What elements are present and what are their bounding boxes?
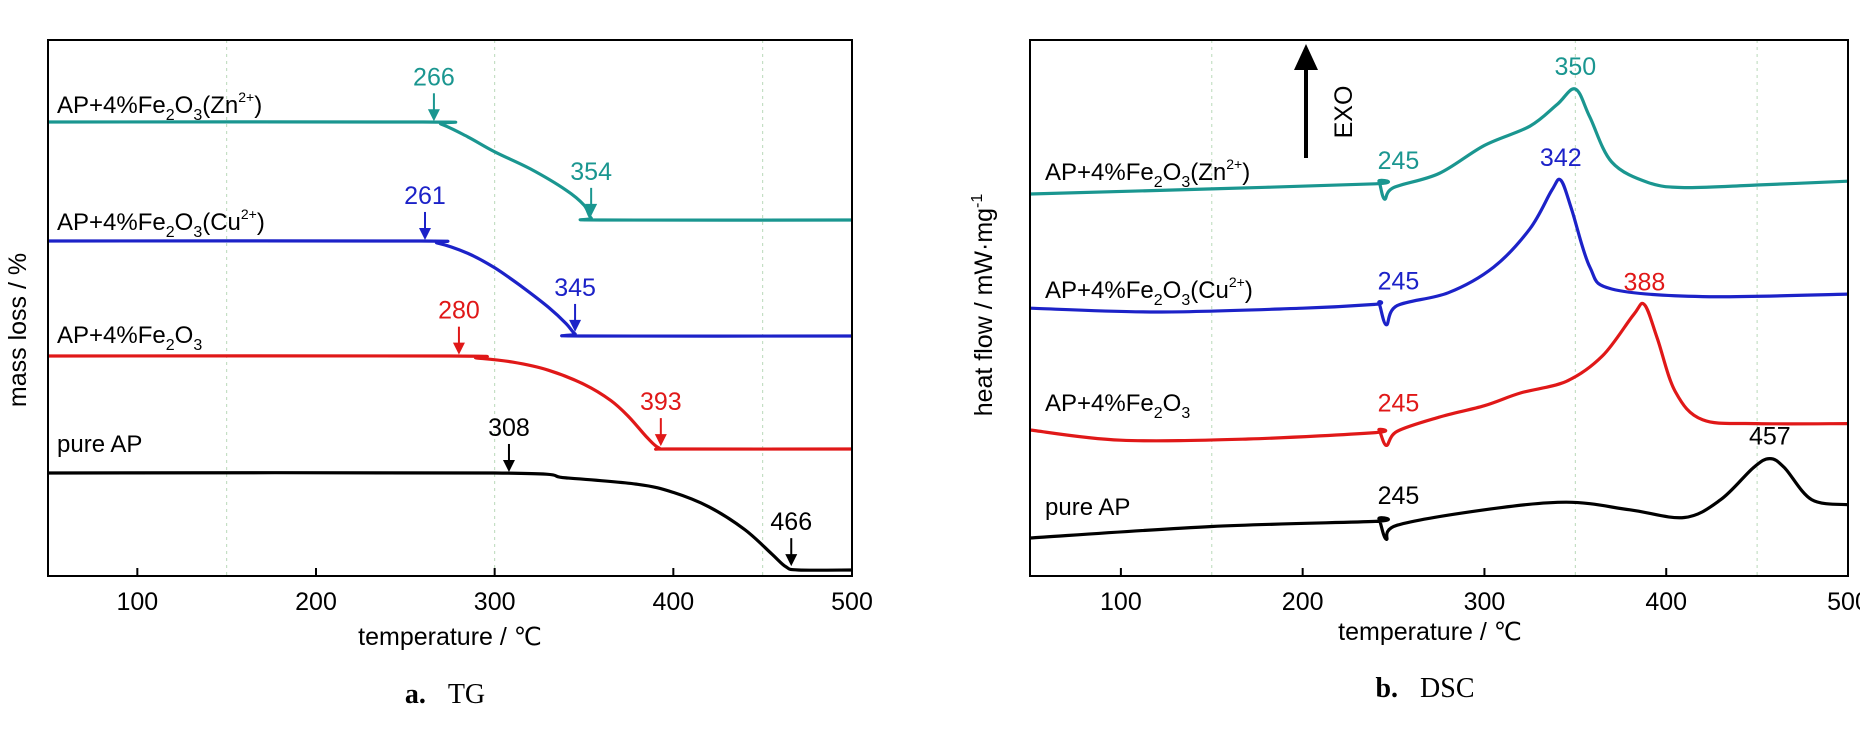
tg-annotation-arrowhead [654,434,667,447]
tg-annotation-label: 345 [554,274,596,302]
tg-x-tick-label: 300 [474,588,516,616]
dsc-annotation-label: 245 [1378,482,1420,510]
tg-annotation-label: 280 [438,297,480,325]
tg-x-tick-label: 400 [652,588,694,616]
tg-series-line [47,471,853,572]
dsc-x-tick-label: 500 [1827,588,1860,616]
tg-annotation-label: 261 [404,182,446,210]
exo-label: EXO [1330,86,1358,139]
tg-series-line [47,239,853,338]
tg-annotation-label: 266 [413,63,455,91]
tg-series-line [47,120,853,222]
tg-series-label: AP+4%Fe2O3(Cu2+) [57,206,265,241]
tg-annotation-label: 354 [570,158,612,186]
tg-annotation-label: 466 [770,508,812,536]
tg-y-axis-label: mass loss / % [4,253,32,407]
tg-annotation-arrowhead [785,554,798,567]
dsc-x-tick-label: 300 [1464,588,1506,616]
dsc-panel-letter: b. [1375,673,1398,704]
dsc-series-line [1029,177,1849,327]
exo-arrow-icon [1294,44,1318,70]
dsc-plot-frame [1029,39,1849,577]
tg-plot-frame [47,39,853,577]
dsc-series-label: pure AP [1045,494,1130,521]
dsc-caption: b. DSC [1375,673,1474,704]
tg-annotation-label: 308 [488,414,530,442]
tg-annotation-arrowhead [452,342,465,355]
dsc-y-axis-label: heat flow / mW·mg-1 [969,194,998,417]
tg-series-label: AP+4%Fe2O3(Zn2+) [57,89,262,124]
tg-annotation-arrowhead [585,203,598,216]
tg-annotation-label: 393 [640,388,682,416]
dsc-y-axis-label-sup: -1 [969,194,986,208]
dsc-panel-title: DSC [1420,673,1474,704]
tg-x-tick-label: 200 [295,588,337,616]
tg-annotation-arrowhead [502,459,515,472]
tg-series-line [47,354,853,451]
dsc-x-tick-label: 200 [1282,588,1324,616]
dsc-x-tick-label: 400 [1645,588,1687,616]
dsc-annotation-label: 245 [1378,390,1420,418]
dsc-annotation-label: 457 [1749,423,1791,451]
tg-caption: a. TG [405,679,485,710]
dsc-panel: 245 350 245 342 245 388 245 457 AP+4%Fe2O3(Zn2+… [969,39,1860,704]
dsc-series-line [1029,456,1849,541]
tg-panel: 266 354 261 345 280 393 308 466 AP+4%Fe2O3(Zn2+… [4,39,873,710]
dsc-x-axis-label: temperature / ℃ [1338,618,1522,646]
tg-panel-title: TG [448,679,485,710]
dsc-annotation-label: 350 [1554,53,1596,81]
dsc-annotation-label: 388 [1624,269,1666,297]
dsc-annotation-label: 342 [1540,144,1582,172]
tg-x-axis-label: temperature / ℃ [358,623,542,651]
tg-annotation-arrowhead [418,227,431,240]
dsc-series-line [1029,87,1849,201]
tg-annotation-arrowhead [427,109,440,122]
dsc-x-tick-label: 100 [1100,588,1142,616]
dsc-series-label: AP+4%Fe2O3 [1045,390,1190,422]
dsc-series-line [1029,301,1849,447]
tg-x-tick-label: 500 [831,588,873,616]
tg-x-tick-label: 100 [116,588,158,616]
dsc-annotation-label: 245 [1378,147,1420,175]
dsc-series-label: AP+4%Fe2O3(Zn2+) [1045,156,1250,191]
tg-panel-letter: a. [405,679,426,710]
dsc-series-label: AP+4%Fe2O3(Cu2+) [1045,274,1253,309]
tg-annotation-arrowhead [569,319,582,332]
dsc-annotation-label: 245 [1378,267,1420,295]
tg-series-label: AP+4%Fe2O3 [57,322,202,354]
tg-series-label: pure AP [57,431,142,458]
